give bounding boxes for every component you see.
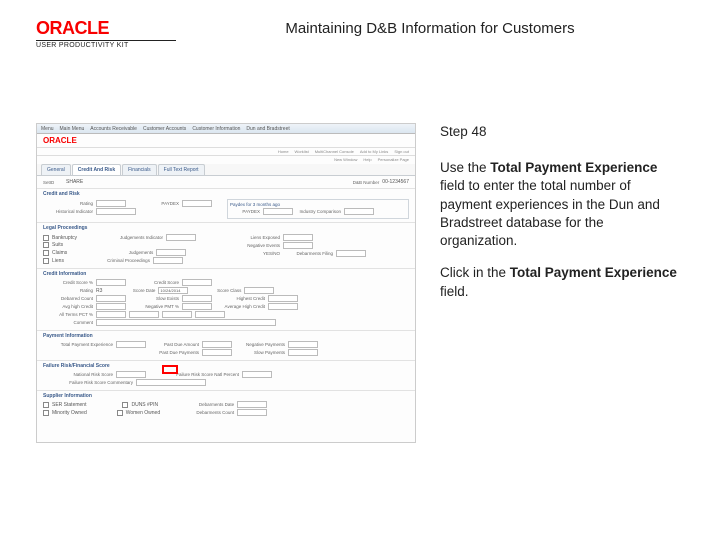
section-supplier-info: Supplier Information SER Statement DUNS … xyxy=(37,390,415,420)
tab-financials[interactable]: Financials xyxy=(122,164,157,175)
app-subnav: New Window Help Personalize Page xyxy=(37,156,415,164)
oracle-logo: ORACLE xyxy=(36,18,176,39)
section-credit-info: Credit Information Credit Score %Credit … xyxy=(37,268,415,330)
section-failure-risk: Failure Risk/Financial Score National Ri… xyxy=(37,360,415,390)
instruction-panel: Step 48 Use the Total Payment Experience… xyxy=(440,123,684,443)
app-oracle-logo: ORACLE xyxy=(37,134,415,148)
breadcrumb-bar: Menu Main Menu Accounts Receivable Custo… xyxy=(37,124,415,134)
instruction-paragraph-1: Use the Total Payment Experience field t… xyxy=(440,159,684,250)
tab-full-text-report[interactable]: Full Text Report xyxy=(158,164,205,175)
step-label: Step 48 xyxy=(440,123,684,141)
total-payment-experience-input[interactable] xyxy=(116,341,146,348)
app-tabs: General Credit And Risk Financials Full … xyxy=(37,164,415,176)
section-payment-info: Payment Information Total Payment Experi… xyxy=(37,330,415,360)
score-date-input[interactable]: 10/24/2014 xyxy=(158,287,188,294)
instruction-paragraph-2: Click in the Total Payment Experience fi… xyxy=(440,264,684,300)
highlight-box xyxy=(162,365,178,374)
app-screenshot: Menu Main Menu Accounts Receivable Custo… xyxy=(36,123,416,443)
section-legal: Legal Proceedings BankruptcyJudgements I… xyxy=(37,222,415,268)
logo-block: ORACLE USER PRODUCTIVITY KIT xyxy=(36,18,176,49)
logo-subtitle: USER PRODUCTIVITY KIT xyxy=(36,40,176,49)
app-top-nav: Home Worklist MultiChannel Console Add t… xyxy=(37,148,415,156)
tab-credit-and-risk[interactable]: Credit And Risk xyxy=(72,164,121,175)
page-title: Maintaining D&B Information for Customer… xyxy=(176,18,684,37)
section-credit-and-risk: Credit and Risk RatingPAYDEX Historical … xyxy=(37,188,415,222)
tab-general[interactable]: General xyxy=(41,164,71,175)
